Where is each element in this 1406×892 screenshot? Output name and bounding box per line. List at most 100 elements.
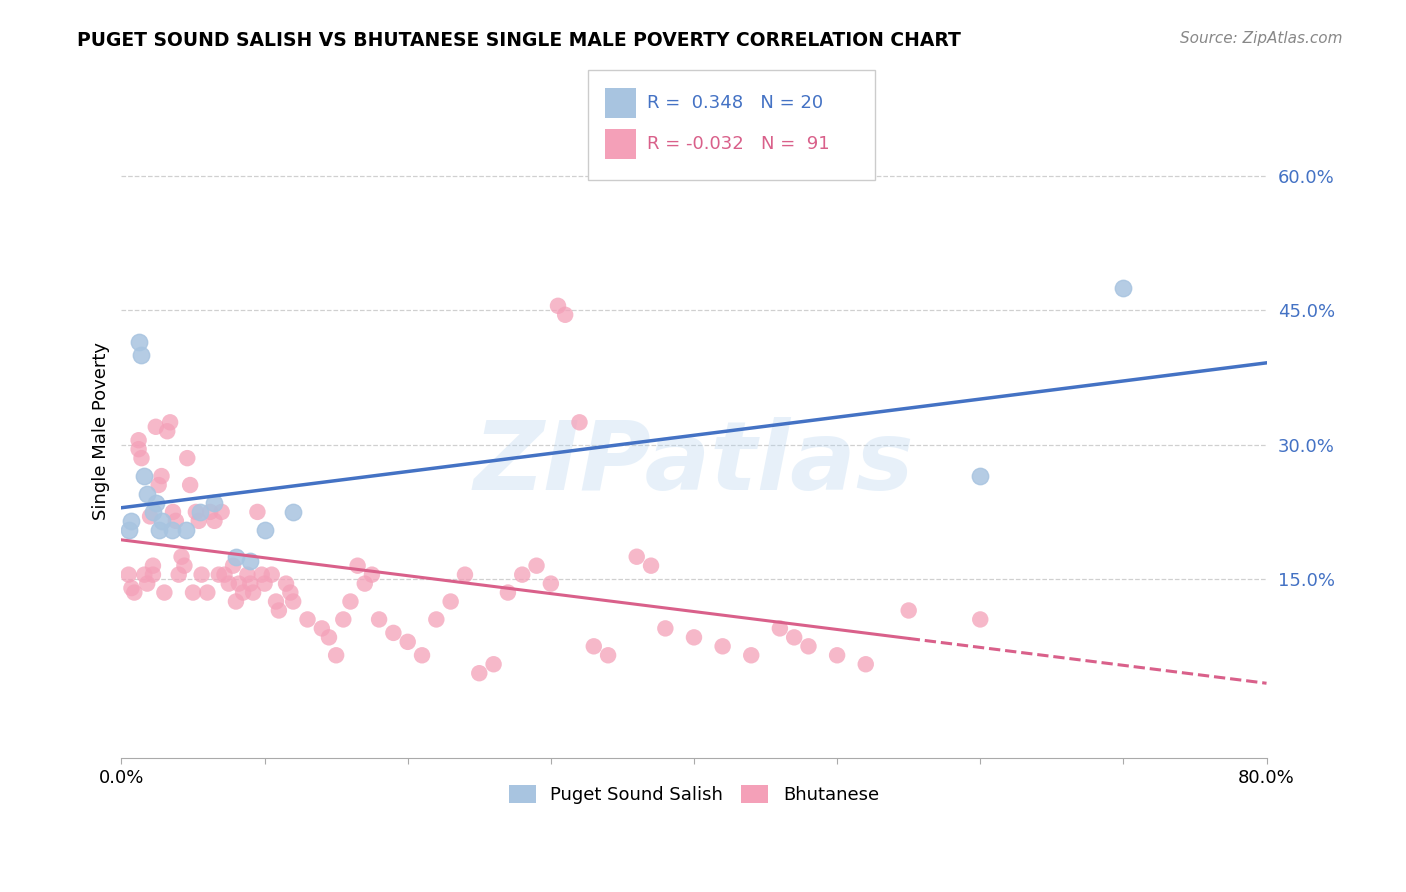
Point xyxy=(1112,281,1135,295)
Point xyxy=(246,505,269,519)
Point xyxy=(162,505,184,519)
Point xyxy=(242,585,264,599)
Point xyxy=(179,478,201,492)
Point xyxy=(396,635,419,649)
Point xyxy=(318,631,340,645)
Point xyxy=(139,509,162,524)
Point xyxy=(181,585,204,599)
Point xyxy=(547,299,569,313)
Point xyxy=(274,576,297,591)
Point xyxy=(218,576,240,591)
Point xyxy=(526,558,548,573)
Point xyxy=(283,505,305,519)
Point xyxy=(211,505,233,519)
Point xyxy=(190,567,212,582)
Point xyxy=(339,594,361,608)
Text: Source: ZipAtlas.com: Source: ZipAtlas.com xyxy=(1180,31,1343,46)
Point xyxy=(128,442,150,457)
Point xyxy=(783,631,806,645)
Point xyxy=(368,612,391,626)
Point xyxy=(711,640,734,654)
Point xyxy=(145,419,167,434)
Point xyxy=(897,603,920,617)
Point xyxy=(554,308,576,322)
Point xyxy=(165,514,187,528)
Point xyxy=(411,648,433,663)
Point xyxy=(969,612,991,626)
Point xyxy=(598,648,620,663)
Point xyxy=(353,576,375,591)
Point xyxy=(120,581,142,595)
Point xyxy=(204,496,226,510)
Point xyxy=(136,576,159,591)
Point xyxy=(134,567,156,582)
Point xyxy=(232,585,254,599)
Point xyxy=(769,621,792,635)
Point xyxy=(468,666,491,681)
Point xyxy=(236,567,259,582)
Point xyxy=(640,558,662,573)
Point xyxy=(264,594,287,608)
Point xyxy=(150,514,173,528)
Point xyxy=(145,496,167,510)
Point xyxy=(174,523,197,537)
Point xyxy=(740,648,762,663)
Point xyxy=(239,576,262,591)
Point xyxy=(332,612,354,626)
Point xyxy=(253,523,276,537)
Point xyxy=(510,567,533,582)
Point xyxy=(173,558,195,573)
Point xyxy=(440,594,463,608)
Point xyxy=(382,626,405,640)
Point xyxy=(159,415,181,429)
Point xyxy=(150,469,173,483)
Point xyxy=(325,648,347,663)
Point xyxy=(283,594,305,608)
Point xyxy=(253,576,276,591)
Point xyxy=(195,585,218,599)
Point xyxy=(568,415,591,429)
Point xyxy=(142,567,165,582)
Point xyxy=(131,451,153,466)
Point xyxy=(425,612,447,626)
Point xyxy=(128,334,150,349)
Point xyxy=(260,567,283,582)
Text: PUGET SOUND SALISH VS BHUTANESE SINGLE MALE POVERTY CORRELATION CHART: PUGET SOUND SALISH VS BHUTANESE SINGLE M… xyxy=(77,31,962,50)
Point xyxy=(128,434,150,448)
Point xyxy=(214,567,236,582)
Point xyxy=(228,576,250,591)
Point xyxy=(482,657,505,672)
Point xyxy=(626,549,648,564)
Point xyxy=(142,558,165,573)
Point xyxy=(198,505,221,519)
Point xyxy=(134,469,156,483)
Point xyxy=(540,576,562,591)
Point xyxy=(153,585,176,599)
Point xyxy=(239,554,262,568)
Point xyxy=(117,567,139,582)
Point xyxy=(496,585,519,599)
Point xyxy=(156,424,179,438)
Point xyxy=(170,549,193,564)
Point xyxy=(297,612,319,626)
Point xyxy=(454,567,477,582)
Point xyxy=(131,348,153,362)
Point xyxy=(346,558,368,573)
Point xyxy=(225,549,247,564)
Point xyxy=(225,594,247,608)
Text: ZIPatlas: ZIPatlas xyxy=(474,417,914,510)
Point xyxy=(222,558,245,573)
Point xyxy=(117,523,139,537)
Y-axis label: Single Male Poverty: Single Male Poverty xyxy=(93,343,110,520)
Point xyxy=(187,514,209,528)
Point xyxy=(280,585,302,599)
Point xyxy=(683,631,706,645)
Text: R = -0.032   N =  91: R = -0.032 N = 91 xyxy=(647,135,830,153)
Point xyxy=(136,487,159,501)
Point xyxy=(250,567,273,582)
Point xyxy=(160,523,183,537)
Point xyxy=(148,478,170,492)
Point xyxy=(654,621,676,635)
Point xyxy=(124,585,146,599)
Point xyxy=(167,567,190,582)
